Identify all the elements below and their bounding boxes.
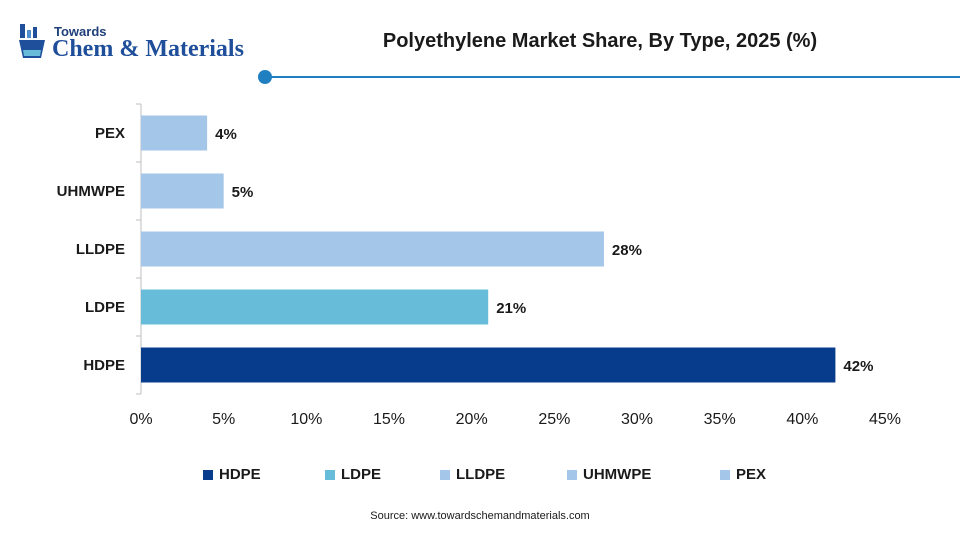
- bar-lldpe: [141, 231, 604, 267]
- y-tick-label: PEX: [95, 125, 125, 142]
- x-tick-label: 0%: [129, 411, 152, 428]
- x-tick-label: 30%: [621, 411, 653, 428]
- legend-item-uhmwpe: UHMWPE: [567, 466, 651, 483]
- y-tick-label: UHMWPE: [57, 183, 125, 200]
- x-tick-label: 35%: [704, 411, 736, 428]
- data-label: 28%: [612, 242, 642, 259]
- data-label: 21%: [496, 300, 526, 317]
- legend-item-pex: PEX: [720, 466, 766, 483]
- legend-label: LLDPE: [456, 466, 506, 483]
- source-note: Source: www.towardschemandmaterials.com: [370, 510, 590, 522]
- legend-label: PEX: [736, 466, 767, 483]
- x-tick-label: 25%: [538, 411, 570, 428]
- data-label: 42%: [843, 358, 873, 375]
- x-tick-label: 40%: [786, 411, 818, 428]
- brand-logo: Towards Chem & Materials: [16, 18, 256, 68]
- title-rule-dot: [258, 70, 272, 84]
- chart-title: Polyethylene Market Share, By Type, 2025…: [382, 30, 818, 52]
- y-tick-label: LDPE: [85, 299, 125, 316]
- chart-legend: HDPE LDPE LLDPE UHMWPE PEX: [0, 466, 960, 486]
- brand-small-text: Towards: [54, 24, 107, 39]
- bar-pex: [141, 115, 208, 151]
- bar-hdpe: [141, 347, 836, 383]
- bar-uhmwpe: [141, 173, 224, 209]
- x-tick-label: 20%: [456, 411, 488, 428]
- brand-name: Chem & Materials: [52, 36, 244, 62]
- legend-swatch: [203, 469, 213, 480]
- legend-swatch: [567, 469, 577, 480]
- legend-swatch: [440, 469, 450, 480]
- data-label: 5%: [232, 184, 254, 201]
- x-tick-label: 45%: [869, 411, 901, 428]
- legend-item-hdpe: HDPE: [203, 466, 261, 483]
- legend-swatch: [720, 469, 730, 480]
- legend-label: HDPE: [219, 466, 261, 483]
- legend-item-ldpe: LDPE: [325, 466, 381, 483]
- y-tick-label: HDPE: [83, 357, 125, 374]
- bar-chart: PEX 4% UHMWPE 5% LLDPE 28% LDPE 21% HDPE 42% 0% 5% 1…: [57, 103, 901, 428]
- data-label: 4%: [215, 126, 237, 143]
- legend-label: LDPE: [341, 466, 382, 483]
- flask-icon: [19, 24, 45, 58]
- x-tick-label: 5%: [212, 411, 235, 428]
- legend-item-lldpe: LLDPE: [440, 466, 505, 483]
- title-rule-line: [266, 76, 960, 78]
- bar-ldpe: [141, 289, 489, 325]
- x-tick-label: 10%: [290, 411, 322, 428]
- y-tick-label: LLDPE: [76, 241, 125, 258]
- legend-label: UHMWPE: [583, 466, 652, 483]
- x-tick-label: 15%: [373, 411, 405, 428]
- legend-swatch: [325, 469, 335, 480]
